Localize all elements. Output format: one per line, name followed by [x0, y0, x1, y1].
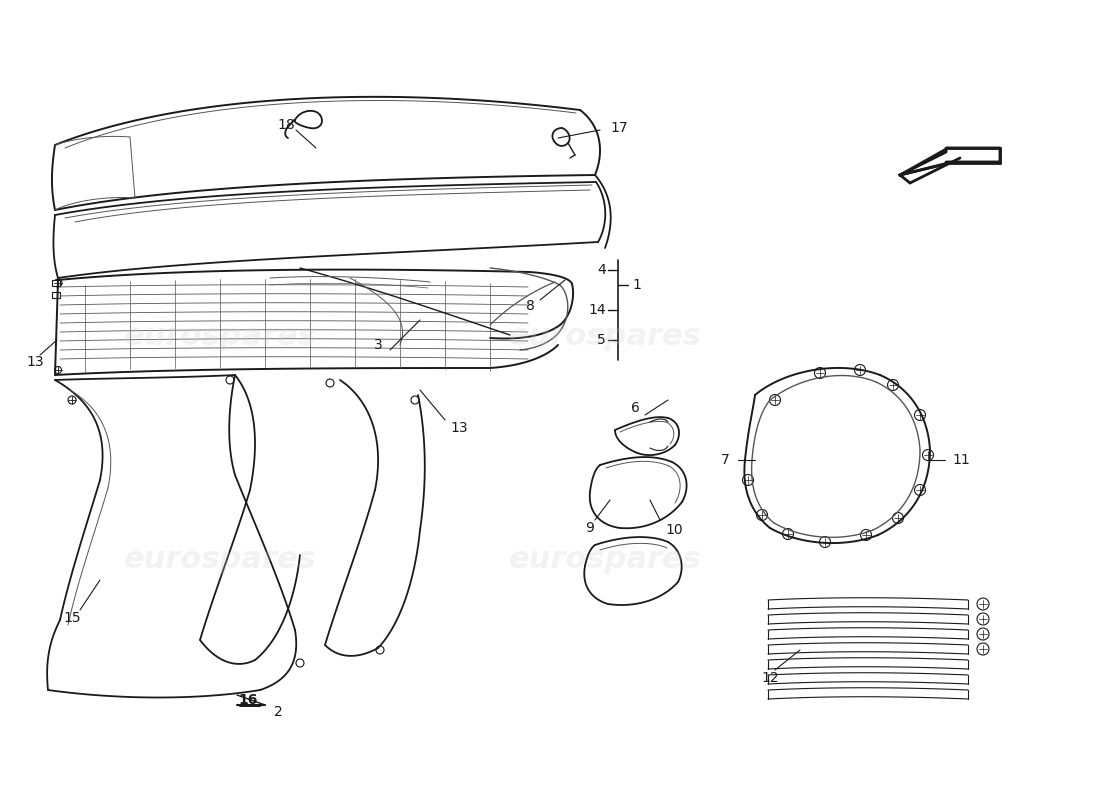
Circle shape	[888, 379, 899, 390]
Text: 3: 3	[374, 338, 383, 352]
Text: 14: 14	[588, 303, 606, 317]
Circle shape	[860, 530, 871, 541]
Circle shape	[923, 450, 934, 461]
Text: 16: 16	[239, 693, 257, 707]
Circle shape	[296, 659, 304, 667]
Circle shape	[782, 529, 793, 539]
Text: 17: 17	[610, 121, 628, 135]
Text: 7: 7	[722, 453, 730, 467]
Circle shape	[977, 628, 989, 640]
Polygon shape	[950, 150, 998, 161]
Text: 18: 18	[277, 118, 295, 132]
Text: 10: 10	[666, 523, 683, 537]
Bar	[52, 280, 60, 286]
Circle shape	[757, 510, 768, 521]
Circle shape	[54, 279, 62, 287]
Text: 4: 4	[597, 263, 606, 277]
Polygon shape	[900, 148, 1000, 175]
Circle shape	[411, 396, 419, 404]
Circle shape	[770, 394, 781, 406]
Text: 2: 2	[274, 705, 283, 719]
Text: 9: 9	[585, 521, 594, 535]
Circle shape	[68, 396, 76, 404]
Circle shape	[55, 366, 62, 374]
Text: 13: 13	[450, 421, 468, 435]
Text: 6: 6	[631, 401, 640, 415]
Circle shape	[892, 513, 903, 523]
Text: 12: 12	[761, 671, 779, 685]
Circle shape	[742, 474, 754, 486]
Circle shape	[977, 643, 989, 655]
Circle shape	[814, 367, 825, 378]
Text: 15: 15	[63, 611, 80, 625]
Circle shape	[855, 365, 866, 375]
Text: 8: 8	[526, 299, 535, 313]
Circle shape	[977, 613, 989, 625]
Circle shape	[376, 646, 384, 654]
Text: 13: 13	[26, 355, 44, 369]
Text: eurospares: eurospares	[123, 322, 317, 350]
Circle shape	[914, 485, 925, 495]
Text: 11: 11	[952, 453, 970, 467]
Circle shape	[226, 376, 234, 384]
Text: eurospares: eurospares	[508, 546, 702, 574]
Circle shape	[914, 410, 925, 421]
Text: eurospares: eurospares	[508, 322, 702, 350]
Text: 1: 1	[632, 278, 641, 292]
Bar	[52, 292, 60, 298]
Text: eurospares: eurospares	[123, 546, 317, 574]
Circle shape	[820, 537, 830, 547]
Circle shape	[326, 379, 334, 387]
Text: 5: 5	[597, 333, 606, 347]
Circle shape	[977, 598, 989, 610]
